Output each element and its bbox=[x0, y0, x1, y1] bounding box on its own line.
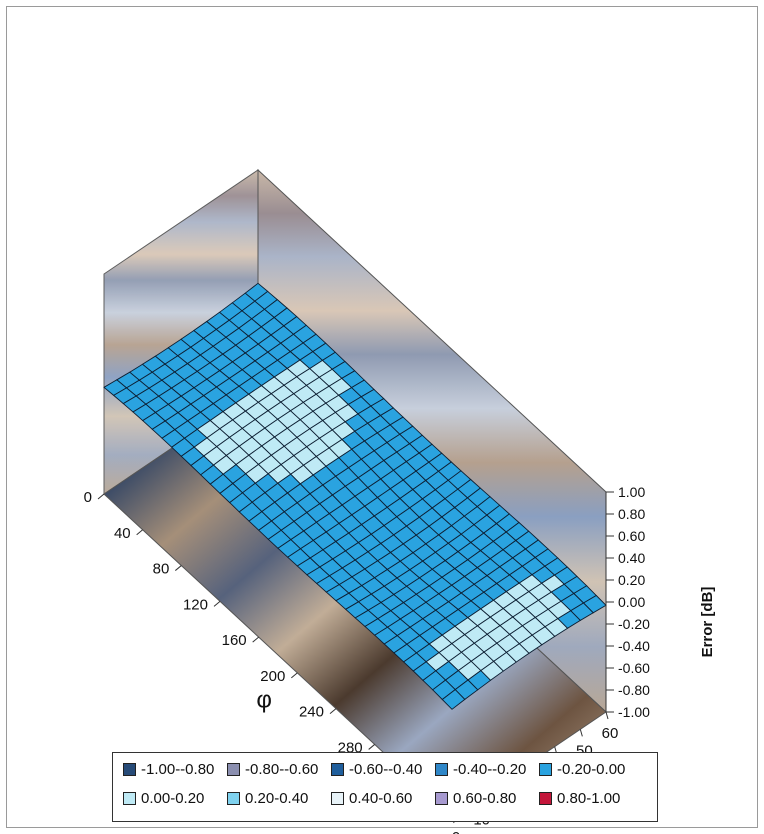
z-tick-label: 0.80 bbox=[618, 506, 645, 522]
x-tick-label: 240 bbox=[299, 704, 324, 721]
x-tick-mark bbox=[213, 600, 221, 607]
legend-grid: -1.00--0.80 -0.80--0.60 -0.60--0.40 -0.40--… bbox=[123, 761, 643, 807]
surface-cell bbox=[441, 689, 466, 710]
z-tick-label: -0.80 bbox=[618, 682, 650, 698]
legend-label: 0.60-0.80 bbox=[453, 790, 517, 807]
x-tick-label: 200 bbox=[260, 668, 285, 685]
legend-label: -0.60--0.40 bbox=[349, 761, 423, 778]
legend-swatch bbox=[435, 763, 448, 776]
y-tick-mark bbox=[605, 711, 609, 720]
x-tick-label: 40 bbox=[114, 525, 131, 542]
x-tick-mark bbox=[291, 672, 298, 679]
x-tick-label: 80 bbox=[153, 561, 170, 578]
legend-item: -0.20-0.00 bbox=[539, 761, 643, 778]
legend-label: -0.40--0.20 bbox=[453, 761, 527, 778]
x-tick-label: 120 bbox=[183, 596, 208, 613]
legend-item: 0.00-0.20 bbox=[123, 790, 227, 807]
z-tick-label: 0.00 bbox=[618, 594, 645, 610]
legend-item: 0.80-1.00 bbox=[539, 790, 643, 807]
z-axis-label: Error [dB] bbox=[699, 587, 716, 658]
y-tick-label: 60 bbox=[602, 725, 619, 742]
legend-swatch bbox=[539, 763, 552, 776]
z-tick-label: -0.40 bbox=[618, 638, 650, 654]
x-tick-mark bbox=[136, 529, 143, 536]
legend-item: -0.40--0.20 bbox=[435, 761, 539, 778]
legend-swatch bbox=[435, 792, 448, 805]
legend-item: 0.60-0.80 bbox=[435, 790, 539, 807]
legend-swatch bbox=[331, 763, 344, 776]
legend-swatch bbox=[331, 792, 344, 805]
x-tick-mark bbox=[97, 493, 105, 500]
legend-item: 0.20-0.40 bbox=[227, 790, 331, 807]
z-tick-label: 1.00 bbox=[618, 484, 645, 500]
legend-label: 0.00-0.20 bbox=[141, 790, 205, 807]
x-tick-label: 160 bbox=[222, 632, 247, 649]
legend-swatch bbox=[227, 792, 240, 805]
z-axis: 1.00 0.80 0.60 0.40 0.20 0.00 -0.20 -0.40 -0.60 -… bbox=[605, 484, 716, 720]
z-tick-label: -0.20 bbox=[618, 616, 650, 632]
legend-item: -1.00--0.80 bbox=[123, 761, 227, 778]
legend-label: 0.20-0.40 bbox=[245, 790, 309, 807]
legend-item: -0.60--0.40 bbox=[331, 761, 435, 778]
legend-label: -0.20-0.00 bbox=[557, 761, 626, 778]
legend-item: -0.80--0.60 bbox=[227, 761, 331, 778]
legend-label: -1.00--0.80 bbox=[141, 761, 215, 778]
legend-label: 0.80-1.00 bbox=[557, 790, 621, 807]
x-tick-mark bbox=[175, 565, 182, 571]
y-tick-mark bbox=[579, 729, 583, 737]
x-tick-label: 0 bbox=[84, 489, 92, 506]
y-tick-label: 0 bbox=[452, 829, 460, 834]
legend-swatch bbox=[123, 792, 136, 805]
z-tick-label: 0.40 bbox=[618, 550, 645, 566]
legend-swatch bbox=[123, 763, 136, 776]
z-tick-label: -1.00 bbox=[618, 704, 650, 720]
legend: -1.00--0.80 -0.80--0.60 -0.60--0.40 -0.40--… bbox=[112, 752, 658, 822]
z-tick-label: -0.60 bbox=[618, 660, 650, 676]
legend-label: 0.40-0.60 bbox=[349, 790, 413, 807]
legend-label: -0.80--0.60 bbox=[245, 761, 319, 778]
x-axis-label: φ bbox=[256, 686, 272, 713]
surface-mesh bbox=[103, 282, 607, 710]
x-tick-mark bbox=[252, 636, 259, 643]
legend-item: 0.40-0.60 bbox=[331, 790, 435, 807]
legend-swatch bbox=[539, 792, 552, 805]
x-tick-mark bbox=[368, 744, 375, 750]
x-tick-mark bbox=[329, 708, 337, 715]
chart-frame bbox=[6, 6, 758, 828]
z-tick-label: 0.20 bbox=[618, 572, 645, 588]
legend-swatch bbox=[227, 763, 240, 776]
z-tick-label: 0.60 bbox=[618, 528, 645, 544]
